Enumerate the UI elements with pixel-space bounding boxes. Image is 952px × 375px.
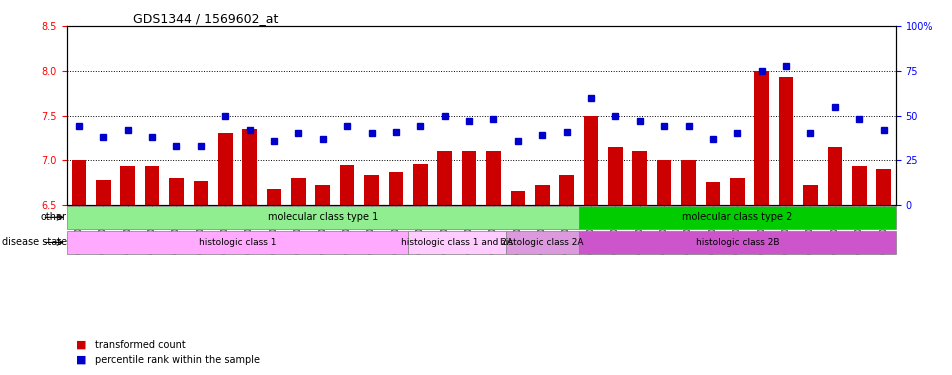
Bar: [462, 151, 476, 205]
Bar: [681, 160, 695, 205]
Bar: [534, 185, 549, 205]
Bar: [437, 151, 451, 205]
Bar: [120, 165, 135, 205]
Bar: [340, 165, 354, 205]
Text: percentile rank within the sample: percentile rank within the sample: [95, 355, 260, 365]
FancyBboxPatch shape: [407, 231, 506, 254]
Bar: [267, 189, 281, 205]
Bar: [656, 160, 671, 205]
FancyBboxPatch shape: [578, 231, 895, 254]
Text: ■: ■: [76, 355, 87, 365]
Bar: [704, 183, 720, 205]
Bar: [412, 164, 427, 205]
Text: molecular class type 1: molecular class type 1: [268, 212, 378, 222]
Bar: [486, 151, 500, 205]
Bar: [559, 176, 573, 205]
Bar: [364, 176, 379, 205]
Bar: [876, 169, 890, 205]
Text: molecular class type 2: molecular class type 2: [682, 212, 792, 222]
Text: histologic class 2A: histologic class 2A: [500, 238, 584, 247]
Bar: [242, 129, 257, 205]
Text: histologic class 1: histologic class 1: [198, 238, 276, 247]
Bar: [632, 151, 646, 205]
Text: transformed count: transformed count: [95, 340, 186, 350]
Bar: [193, 181, 208, 205]
Text: histologic class 2B: histologic class 2B: [695, 238, 778, 247]
Bar: [71, 160, 86, 205]
Text: histologic class 1 and 2A: histologic class 1 and 2A: [401, 238, 512, 247]
Text: GDS1344 / 1569602_at: GDS1344 / 1569602_at: [133, 12, 278, 25]
Bar: [754, 71, 768, 205]
Bar: [851, 165, 865, 205]
Bar: [510, 191, 525, 205]
Bar: [169, 178, 184, 205]
Bar: [607, 147, 622, 205]
Bar: [290, 178, 306, 205]
Bar: [96, 180, 110, 205]
Text: ■: ■: [76, 340, 87, 350]
FancyBboxPatch shape: [67, 231, 407, 254]
FancyBboxPatch shape: [578, 206, 895, 229]
Bar: [145, 165, 159, 205]
Bar: [583, 116, 598, 205]
FancyBboxPatch shape: [67, 206, 578, 229]
Bar: [803, 185, 817, 205]
Bar: [315, 185, 329, 205]
FancyBboxPatch shape: [506, 231, 578, 254]
Bar: [388, 172, 403, 205]
Bar: [729, 178, 744, 205]
Text: disease state: disease state: [2, 237, 67, 248]
Bar: [218, 134, 232, 205]
Text: other: other: [41, 212, 67, 222]
Bar: [826, 147, 842, 205]
Bar: [778, 77, 793, 205]
